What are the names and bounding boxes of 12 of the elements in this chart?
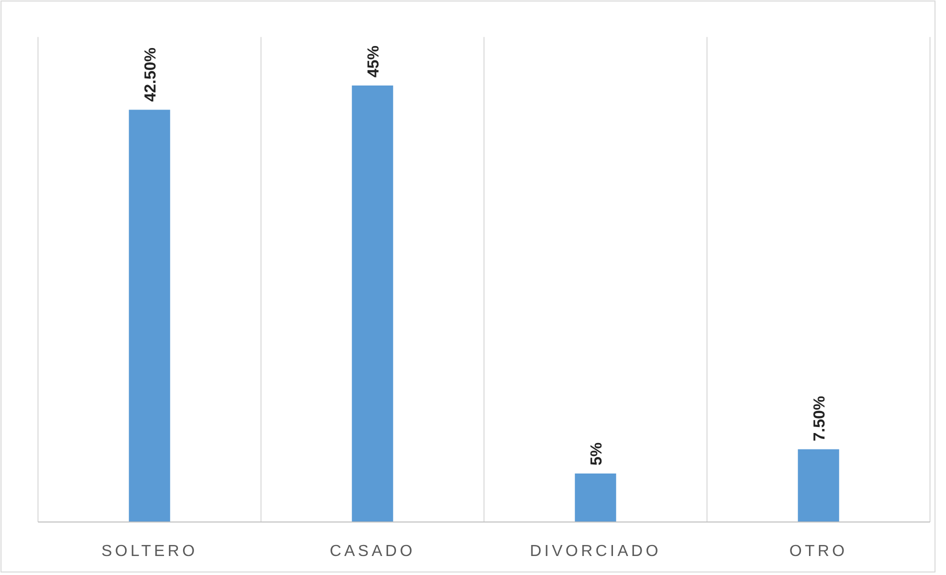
- data-label: 5%: [588, 442, 606, 466]
- data-label: 7.50%: [812, 396, 828, 442]
- data-label: 45%: [366, 45, 382, 78]
- x-tick-label: OTRO: [789, 543, 848, 560]
- data-label: 42.50%: [142, 47, 160, 102]
- bar: [798, 449, 840, 522]
- x-tick-label: DIVORCIADO: [530, 543, 662, 560]
- bar: [574, 474, 616, 522]
- x-tick-label: CASADO: [330, 543, 416, 560]
- x-tick-label: SOLTERO: [101, 543, 198, 560]
- bar: [352, 86, 394, 522]
- bar: [128, 110, 170, 522]
